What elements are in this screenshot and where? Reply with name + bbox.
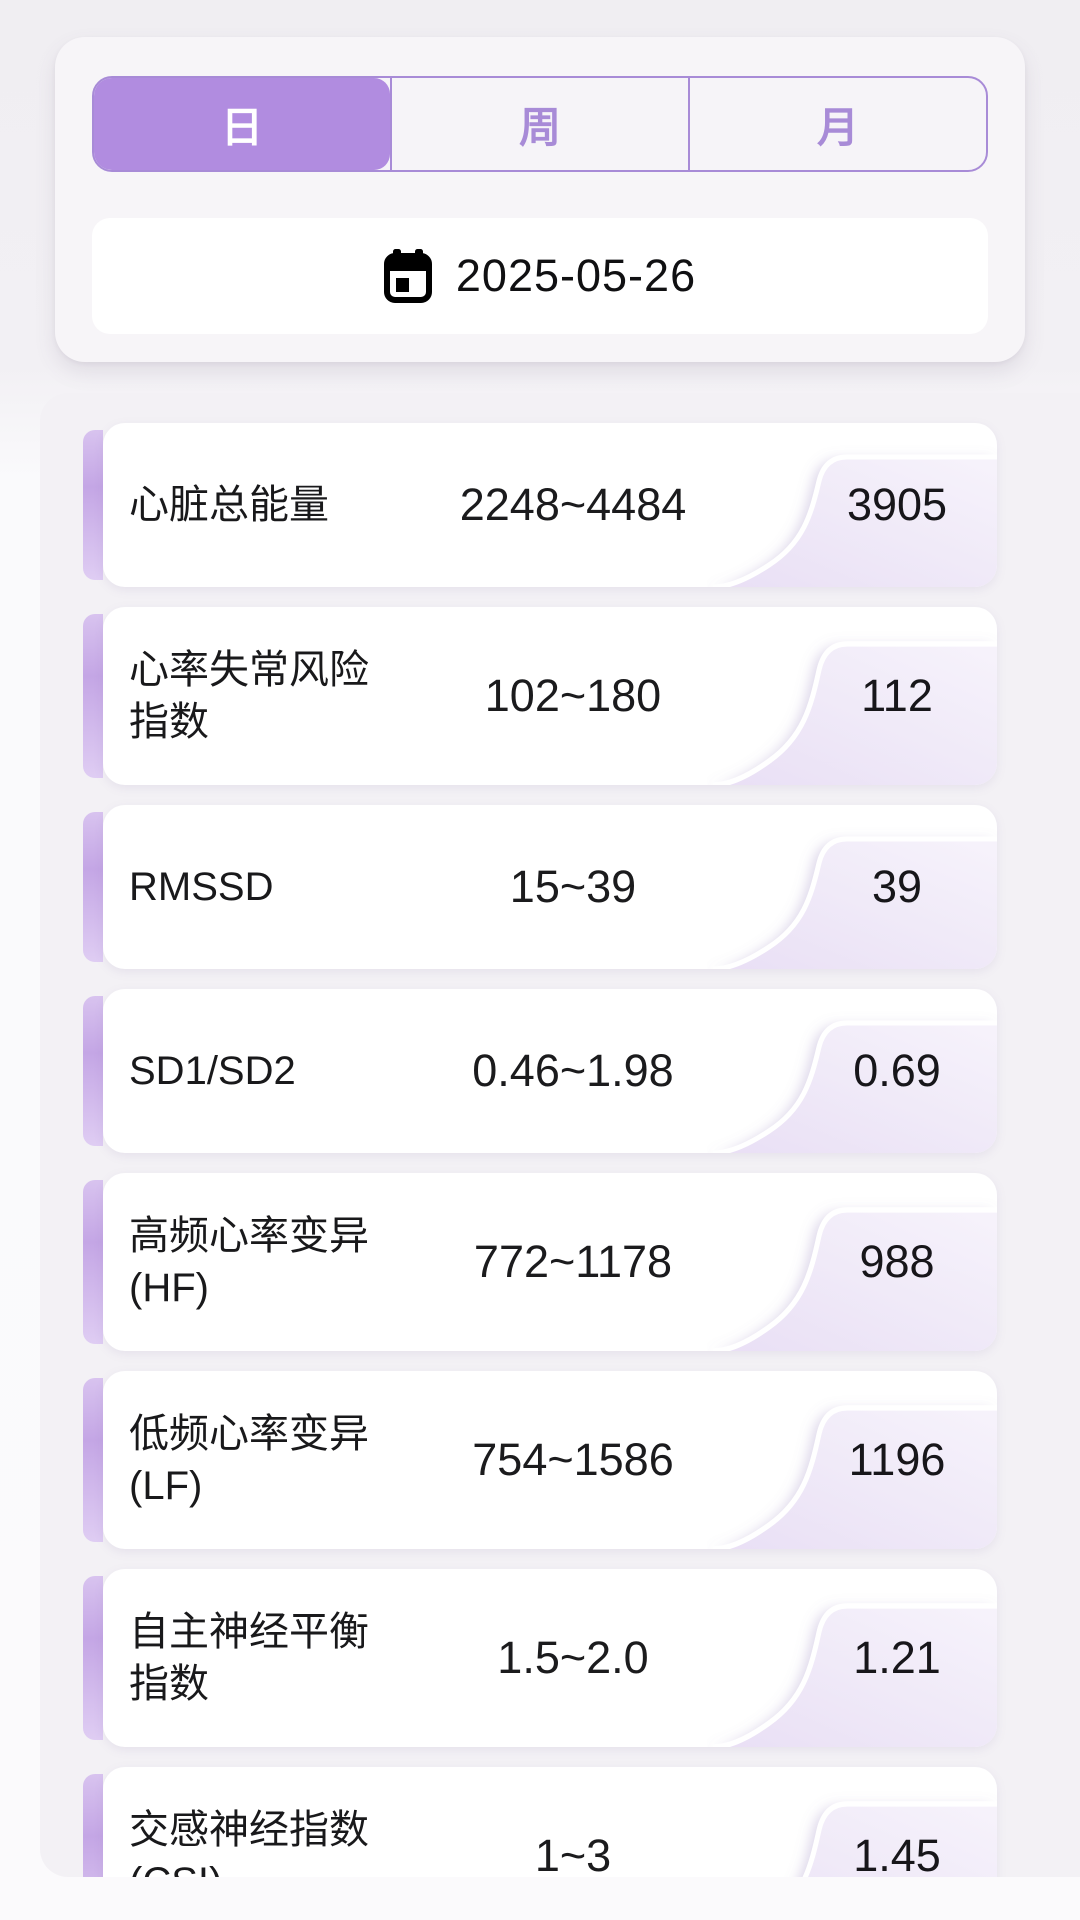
calendar-icon xyxy=(383,249,432,303)
metric-value: 112 xyxy=(861,670,933,721)
metric-value: 1196 xyxy=(848,1434,946,1485)
tab-week[interactable]: 周 xyxy=(390,78,688,170)
metric-value: 3905 xyxy=(846,479,948,530)
metric-label: 低频心率变异 (LF) xyxy=(129,1412,369,1508)
card-accent-bar xyxy=(83,1180,103,1344)
metric-label: 自主神经平衡 指数 xyxy=(129,1610,369,1706)
card-surface xyxy=(103,1173,997,1351)
metric-label: 交感神经指数 (CSI) xyxy=(129,1808,369,1877)
metric-reference-range: 1~3 xyxy=(534,1830,612,1877)
card-accent-bar xyxy=(83,430,103,580)
metric-value: 988 xyxy=(859,1236,935,1287)
metric-card: RMSSD 15~39 39 xyxy=(83,805,997,969)
value-swoosh-shape xyxy=(712,1603,997,1747)
metric-card: SD1/SD2 0.46~1.98 0.69 xyxy=(83,989,997,1153)
metrics-list: 心脏总能量 2248~4484 3905 心率失常风险 指数 102~180 1… xyxy=(40,393,1080,1877)
metric-card: 低频心率变异 (LF) 754~1586 1196 xyxy=(83,1371,997,1549)
card-surface xyxy=(103,423,997,587)
metric-reference-range: 772~1178 xyxy=(473,1236,673,1287)
card-accent-bar xyxy=(83,614,103,778)
card-surface xyxy=(103,805,997,969)
metric-reference-range: 0.46~1.98 xyxy=(472,1045,674,1096)
metric-label: 心脏总能量 xyxy=(129,483,329,527)
metric-card: 自主神经平衡 指数 1.5~2.0 1.21 xyxy=(83,1569,997,1747)
value-swoosh-shape xyxy=(802,1801,997,1877)
card-accent-bar xyxy=(83,1774,103,1877)
report-controls-panel: 日 周 月 2025-05-26 xyxy=(55,37,1025,362)
value-swoosh-shape xyxy=(712,1020,997,1153)
date-picker-field[interactable]: 2025-05-26 xyxy=(92,218,988,334)
metric-value: 1.21 xyxy=(853,1632,941,1683)
metric-label: 心率失常风险 指数 xyxy=(129,648,369,744)
metric-label: RMSSD xyxy=(129,865,274,909)
value-swoosh-shape xyxy=(712,1207,997,1351)
card-accent-bar xyxy=(83,996,103,1146)
metric-card: 高频心率变异 (HF) 772~1178 988 xyxy=(83,1173,997,1351)
card-surface xyxy=(103,989,997,1153)
metric-reference-range: 754~1586 xyxy=(472,1434,674,1485)
tab-day[interactable]: 日 xyxy=(94,78,390,170)
card-surface xyxy=(103,607,997,785)
metric-card: 交感神经指数 (CSI) 1~3 1.45 xyxy=(83,1767,997,1877)
card-surface xyxy=(103,1767,997,1877)
metric-label: 高频心率变异 (HF) xyxy=(129,1214,369,1310)
card-accent-bar xyxy=(83,1576,103,1740)
value-swoosh-shape xyxy=(712,454,997,587)
card-surface xyxy=(103,1569,997,1747)
card-accent-bar xyxy=(83,1378,103,1542)
metric-card: 心脏总能量 2248~4484 3905 xyxy=(83,423,997,587)
metric-reference-range: 2248~4484 xyxy=(459,479,687,530)
metric-reference-range: 102~180 xyxy=(484,670,662,721)
card-surface xyxy=(103,1371,997,1549)
metric-value: 1.45 xyxy=(853,1830,941,1877)
metric-reference-range: 1.5~2.0 xyxy=(497,1632,649,1683)
value-swoosh-shape xyxy=(712,836,997,969)
metric-reference-range: 15~39 xyxy=(509,861,637,912)
metric-value: 0.69 xyxy=(853,1045,941,1096)
value-swoosh-shape xyxy=(712,641,997,785)
value-swoosh-shape xyxy=(712,1405,997,1549)
metric-value: 39 xyxy=(871,861,923,912)
period-tab-group: 日 周 月 xyxy=(92,76,988,172)
metric-label: SD1/SD2 xyxy=(129,1049,296,1093)
card-accent-bar xyxy=(83,812,103,962)
tab-month[interactable]: 月 xyxy=(688,78,986,170)
date-value: 2025-05-26 xyxy=(455,250,697,301)
metric-card: 心率失常风险 指数 102~180 112 xyxy=(83,607,997,785)
